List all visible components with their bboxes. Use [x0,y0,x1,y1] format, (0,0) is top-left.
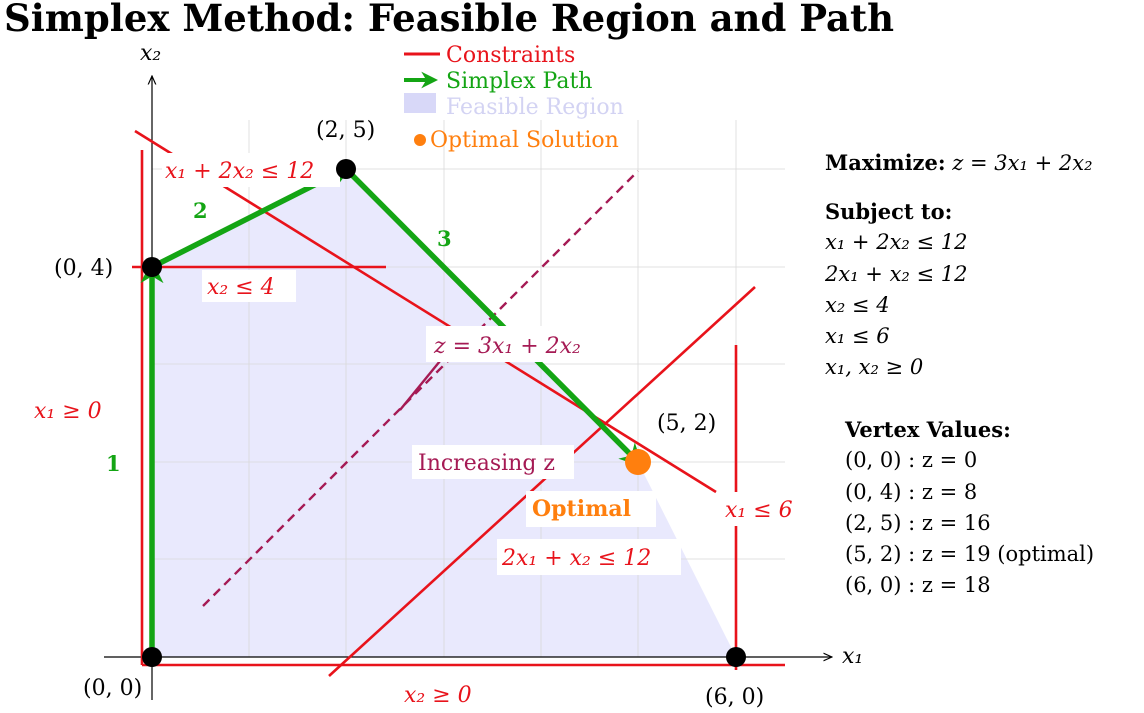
constraint-item: 2x₁ + x₂ ≤ 12 [825,261,968,286]
objective-heading: Maximize: [825,150,946,175]
step-label-1: 1 [106,451,121,476]
objective-panel: Maximize: z = 3x₁ + 2x₂ [825,147,1092,179]
constraint-label-c6: x₂ ≥ 0 [404,683,472,708]
step-label-3: 3 [437,226,452,251]
vertices [142,159,746,667]
constraint-line-c2 [328,286,756,677]
vertex-label: (5, 2) [657,411,716,436]
constraint-label-c2: 2x₁ + x₂ ≤ 12 [501,546,651,571]
objective-line [202,170,639,607]
path-step-3 [344,167,643,467]
objective-line-label: z = 3x₁ + 2x₂ [433,334,581,359]
vertex-2-5 [336,159,356,179]
x-axis-label: x₁ [842,644,863,669]
vertex-label: (2, 5) [316,118,375,143]
vertex-value-item: (0, 4) : z = 8 [845,479,978,504]
objective-expression: z = 3x₁ + 2x₂ [952,151,1093,175]
constraints-heading: Subject to: [825,199,953,224]
vertex-label: (6, 0) [705,685,764,710]
vertex-value-item: (5, 2) : z = 19 (optimal) [845,542,1095,567]
vertex-0-4 [142,257,162,277]
vertex-values-panel: Vertex Values: (0, 0) : z = 0 (0, 4) : z… [845,414,1094,602]
legend-label-constraints: Constraints [446,43,575,68]
constraint-label-c4: x₁ ≤ 6 [725,498,793,523]
constraint-label-c5: x₁ ≥ 0 [34,399,102,424]
legend-label-optimal: Optimal Solution [430,128,619,153]
constraint-item: x₁ + 2x₂ ≤ 12 [825,230,968,255]
vertex-value-item: (2, 5) : z = 16 [845,510,991,535]
legend-marker-feasible [404,93,436,113]
constraint-item: x₁, x₂ ≥ 0 [825,355,924,380]
vertex-values-heading: Vertex Values: [845,417,1011,442]
constraint-item: x₁ ≤ 6 [825,324,890,349]
increasing-z-label: Increasing z [418,451,555,476]
vertex-label: (0, 4) [54,256,113,281]
vertex-6-0 [726,647,746,667]
constraint-item: x₂ ≤ 4 [825,292,890,317]
legend-marker-optimal [414,134,426,146]
legend: Constraints Simplex Path Feasible Region… [404,43,624,153]
vertex-0-0 [142,647,162,667]
legend-label-feasible: Feasible Region [446,95,624,120]
y-axis-label: x₂ [140,41,161,66]
legend-label-path: Simplex Path [446,69,592,94]
constraints-panel: Subject to: x₁ + 2x₂ ≤ 12 2x₁ + x₂ ≤ 12 … [825,196,968,384]
vertex-value-item: (6, 0) : z = 18 [845,573,991,598]
vertex-value-item: (0, 0) : z = 0 [845,448,978,473]
constraint-lines [132,129,785,677]
optimal-vertex [625,449,651,475]
page-title: Simplex Method: Feasible Region and Path [4,0,895,40]
constraint-label-c1: x₁ + 2x₂ ≤ 12 [165,159,314,184]
optimal-label: Optimal [532,496,631,522]
constraint-line-c1 [134,129,717,494]
vertex-label: (0, 0) [83,676,142,701]
step-label-2: 2 [193,198,208,223]
constraint-label-c3: x₂ ≤ 4 [207,275,275,300]
